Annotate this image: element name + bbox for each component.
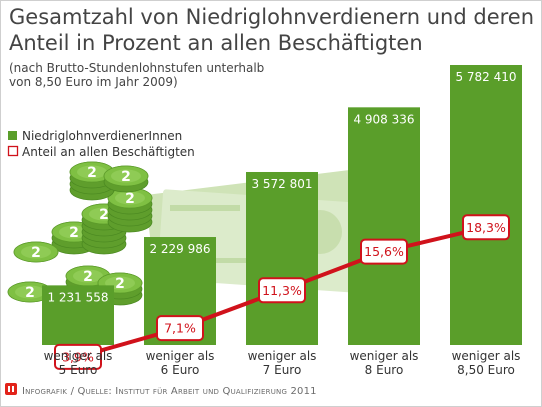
bar xyxy=(246,171,318,345)
x-tick-label: 8 Euro xyxy=(365,363,404,377)
svg-text:2: 2 xyxy=(83,269,93,285)
bar-value-labels: 1 231 558 2 229 986 3 572 801 4 908 336 5 78… xyxy=(47,70,516,304)
chart-title: Gesamtzahl von Niedriglohnverdienern und… xyxy=(9,5,534,55)
legend-swatch-bars xyxy=(8,131,17,140)
legend: NiedriglohnverdienerInnen Anteil an alle… xyxy=(7,129,195,159)
chart-subtitle-line: von 8,50 Euro im Jahr 2009) xyxy=(9,75,178,89)
svg-text:2: 2 xyxy=(69,225,79,241)
percent-label: 7,1% xyxy=(164,321,196,336)
bar-value-label: 3 572 801 xyxy=(251,177,312,191)
x-tick-label: weniger als xyxy=(44,349,113,363)
logo-icon xyxy=(5,383,17,395)
chart-title-line: Gesamtzahl von Niedriglohnverdienern und… xyxy=(9,5,534,29)
x-tick-label: 8,50 Euro xyxy=(457,363,515,377)
x-tick-label: weniger als xyxy=(350,349,419,363)
percent-label: 18,3% xyxy=(466,220,506,235)
svg-text:2: 2 xyxy=(121,169,131,185)
svg-text:2: 2 xyxy=(25,285,35,301)
svg-text:2: 2 xyxy=(87,165,97,181)
chart-title-line: Anteil in Prozent an allen Beschäftigten xyxy=(9,31,423,55)
legend-label-bars: NiedriglohnverdienerInnen xyxy=(22,129,182,143)
x-tick-label: 7 Euro xyxy=(263,363,302,377)
x-tick-label: weniger als xyxy=(248,349,317,363)
percent-marker xyxy=(360,238,408,265)
svg-text:2: 2 xyxy=(31,245,41,261)
x-tick-label: 6 Euro xyxy=(161,363,200,377)
percent-label: 11,3% xyxy=(262,283,302,298)
bar-value-label: 2 229 986 xyxy=(149,242,210,256)
percent-marker xyxy=(258,277,306,304)
x-tick-label: weniger als xyxy=(452,349,521,363)
bar xyxy=(348,107,420,345)
chart-subtitle: (nach Brutto-Stundenlohnstufen unterhalb… xyxy=(9,61,264,89)
bar-value-label: 5 782 410 xyxy=(455,70,516,84)
percent-marker xyxy=(54,343,102,370)
source-footer: Infografik / Quelle: Institut für Arbeit… xyxy=(22,386,317,397)
chart-subtitle-line: (nach Brutto-Stundenlohnstufen unterhalb xyxy=(9,61,264,75)
bar-value-label: 1 231 558 xyxy=(47,290,108,304)
svg-text:2: 2 xyxy=(99,207,109,223)
svg-text:2: 2 xyxy=(115,276,125,292)
percent-label: 3,9% xyxy=(62,349,94,364)
percent-marker xyxy=(156,315,204,342)
percent-marker xyxy=(462,214,510,241)
bar xyxy=(450,65,522,345)
percent-line-series: 3,9% 7,1% 11,3% 15,6% 18,3% xyxy=(54,214,510,370)
legend-swatch-line xyxy=(7,145,19,157)
svg-text:2: 2 xyxy=(125,191,135,207)
bar xyxy=(42,285,114,345)
percent-label: 15,6% xyxy=(364,244,404,259)
legend-label-line: Anteil an allen Beschäftigten xyxy=(22,145,195,159)
bar-value-label: 4 908 336 xyxy=(353,112,414,126)
x-tick-label: 5 Euro xyxy=(59,363,98,377)
x-tick-label: weniger als xyxy=(146,349,215,363)
